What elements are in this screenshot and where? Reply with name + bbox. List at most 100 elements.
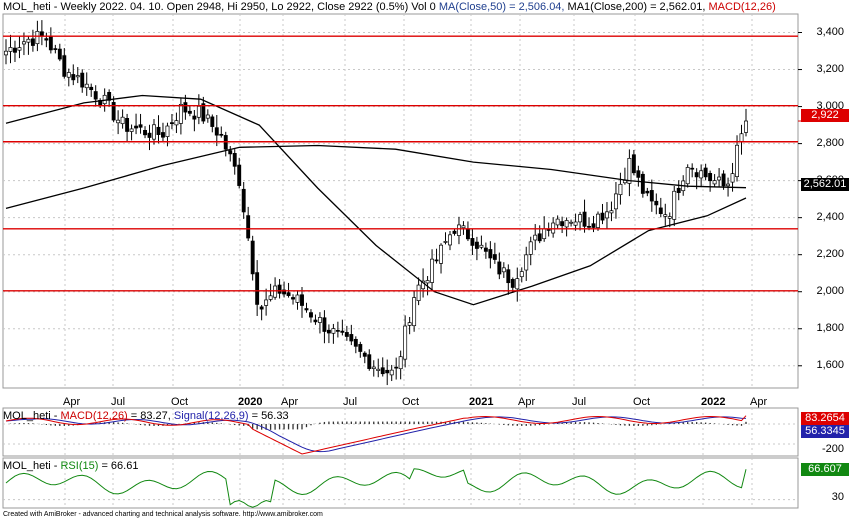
rsi-value-tag: 66.607: [801, 463, 849, 476]
x-axis-label: Jul: [111, 396, 126, 408]
signal-label: Signal(12,26,9): [173, 410, 249, 422]
candle-body: [326, 329, 331, 334]
quote-summary: - Weekly 2022. 04. 10. Open 2948, Hi 295…: [50, 1, 436, 13]
candle-body: [178, 104, 183, 124]
candle-body: [685, 167, 690, 185]
price-pane: [2, 13, 802, 389]
candle-body: [506, 269, 511, 284]
candle-body: [483, 247, 488, 252]
candle-body: [26, 38, 31, 43]
ma200-label: MA1(Close,200) = 2,562.01,: [567, 1, 706, 13]
candle-body: [717, 176, 722, 181]
candle-body: [84, 83, 89, 89]
candle-body: [569, 221, 574, 224]
candle-body: [120, 116, 125, 125]
candle-body: [4, 50, 8, 56]
price-axis-label: 1,800: [816, 321, 844, 334]
candle-body: [165, 125, 170, 137]
candle-body: [335, 330, 340, 332]
candle-body: [210, 116, 215, 127]
x-axis-label: Oct: [171, 396, 189, 408]
candle-body: [528, 241, 533, 255]
candle-body: [53, 48, 58, 50]
candle-body: [636, 170, 641, 178]
candle-body: [48, 36, 53, 51]
price-axis-label: 3,000: [816, 99, 844, 112]
candle-body: [358, 344, 363, 352]
price-frame: [2, 13, 799, 389]
rsi-dash: -: [50, 460, 61, 472]
rsi-line: [5, 468, 747, 508]
candle-body: [744, 120, 748, 133]
candle-body: [560, 221, 565, 227]
candle-body: [667, 216, 672, 219]
candle-body: [201, 103, 206, 122]
macd-axis-minus200: -200: [821, 443, 844, 455]
candle-body: [340, 330, 345, 333]
candle-body: [259, 306, 264, 310]
candle-body: [537, 233, 542, 242]
candle-body: [317, 317, 322, 323]
candle-body: [510, 279, 515, 288]
candle-body: [71, 74, 76, 81]
candle-body: [596, 213, 600, 228]
candle-body: [282, 289, 287, 295]
candle-body: [21, 41, 26, 45]
candle-body: [739, 133, 744, 143]
candle-body: [376, 368, 381, 371]
ma50-label: MA(Close,50) = 2,506.04,: [438, 1, 565, 13]
candle-body: [434, 259, 439, 262]
candle-body: [430, 258, 435, 283]
candle-body: [726, 183, 731, 187]
candle-body: [439, 244, 443, 264]
candle-body: [703, 167, 708, 178]
candle-body: [694, 172, 699, 178]
price-pane-header: MOL_heti - Weekly 2022. 04. 10. Open 294…: [3, 1, 776, 13]
candle-body: [443, 241, 448, 243]
candle-body: [125, 118, 130, 132]
x-axis-label: Apr: [281, 396, 299, 408]
candle-body: [57, 48, 62, 60]
price-axis-label: 2,000: [816, 284, 844, 297]
candle-body: [322, 317, 327, 332]
candle-body: [344, 332, 349, 337]
price-axis-label: 3,400: [816, 25, 844, 38]
candle-body: [488, 249, 493, 259]
candle-body: [676, 187, 681, 193]
price-axis-label: 1,600: [816, 358, 844, 371]
candle-body: [479, 244, 484, 248]
candle-body: [111, 102, 116, 121]
candle-body: [30, 38, 35, 46]
macd-pane-header: MOL_heti - MACD(12,26) = 83.27, Signal(1…: [3, 410, 289, 422]
candle-body: [250, 240, 255, 275]
candle-body: [371, 366, 376, 369]
signal-value-tag: 56.3345: [801, 425, 849, 438]
x-axis-label: Oct: [402, 396, 420, 408]
candle-body: [138, 124, 143, 128]
macd-value: = 83.27,: [127, 410, 174, 422]
candle-body: [465, 228, 470, 240]
candle-body: [39, 31, 44, 36]
candle-body: [228, 150, 233, 155]
candle-body: [600, 212, 605, 221]
candle-body: [268, 295, 273, 300]
rsi-frame: [2, 457, 799, 509]
x-axis-label: 2020: [238, 396, 263, 408]
candle-body: [8, 47, 13, 52]
symbol-label: MOL_heti: [3, 1, 51, 13]
candle-body: [313, 319, 318, 323]
candle-body: [564, 220, 569, 228]
rsi-symbol: MOL_heti: [3, 460, 51, 472]
candle-body: [232, 153, 237, 167]
x-axis-label: Jul: [343, 396, 358, 408]
candle-body: [474, 241, 479, 249]
candle-body: [645, 190, 650, 194]
candle-body: [349, 334, 354, 342]
candle-body: [169, 122, 174, 125]
candle-body: [143, 129, 147, 136]
candle-body: [712, 180, 717, 185]
macd-line: [5, 415, 747, 455]
candle-body: [89, 86, 94, 91]
candle-body: [452, 230, 457, 234]
candle-body: [631, 154, 636, 174]
